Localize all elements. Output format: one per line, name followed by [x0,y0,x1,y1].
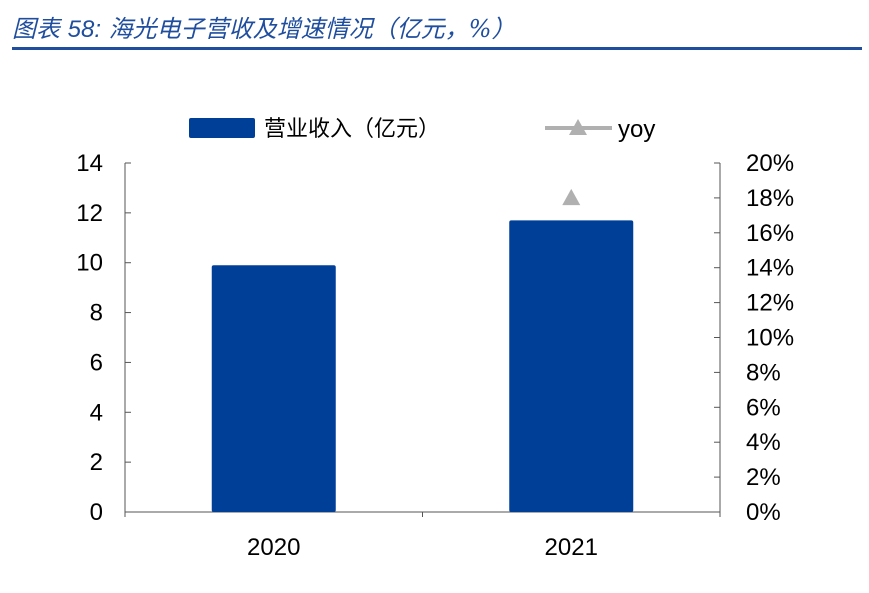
right-tick-label: 18% [746,185,794,212]
revenue-bar [211,265,336,512]
chart-axes: 0 2 4 6 8 10 12 14 0% 2% 4% 6% 8% 10% 12% 14% 16% 18% 20% 2… [76,150,794,561]
right-tick-label: 6% [746,394,781,421]
caption-number: 58: [67,16,102,43]
caption-text: 海光电子营收及增速情况（亿元，%） [108,15,516,43]
right-tick-label: 14% [746,255,794,282]
left-tick-label: 2 [90,449,103,476]
right-tick-label: 2% [746,464,781,491]
right-tick-label: 10% [746,325,794,352]
left-tick-label: 8 [90,300,103,327]
caption-prefix: 图表 [12,15,60,43]
right-tick-label: 0% [746,499,781,526]
bar-series [211,220,634,513]
left-tick-label: 14 [76,150,103,177]
left-tick-label: 0 [90,499,103,526]
legend-bar-swatch [189,118,255,138]
right-tick-label: 16% [746,220,794,247]
right-tick-label: 20% [746,150,794,177]
revenue-bar [509,220,634,513]
yoy-marker [562,188,581,206]
chart-caption: 图表 58: 海光电子营收及增速情况（亿元，%） [12,6,862,50]
right-tick-label: 8% [746,359,781,386]
x-tick-label: 2020 [247,534,300,561]
left-tick-label: 12 [76,200,103,227]
right-tick-label: 12% [746,290,794,317]
legend-line-label: yoy [618,116,655,143]
left-tick-label: 6 [90,349,103,376]
right-tick-label: 4% [746,429,781,456]
left-tick-label: 10 [76,250,103,277]
caption-title: 图表 58: 海光电子营收及增速情况（亿元，%） [12,9,515,44]
legend-bar-label: 营业收入（亿元） [264,117,440,142]
left-tick-label: 4 [90,399,103,426]
legend-triangle-icon [569,119,587,135]
yoy-series [562,188,581,206]
chart-legend: 营业收入（亿元） yoy [189,116,655,143]
x-tick-label: 2021 [545,534,598,561]
